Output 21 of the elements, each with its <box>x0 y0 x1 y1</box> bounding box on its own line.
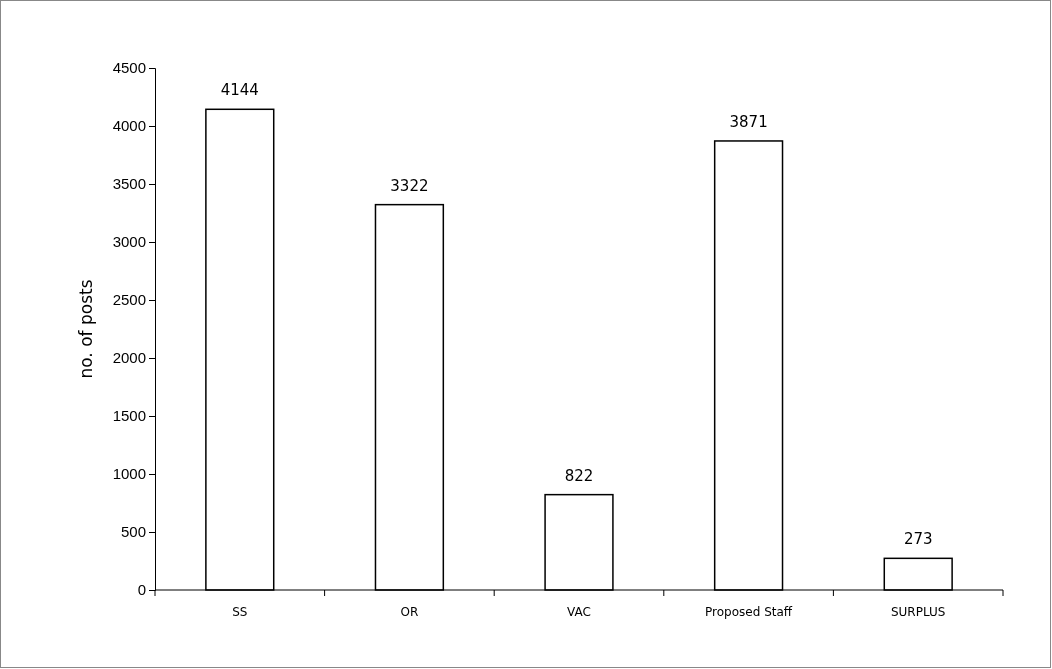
x-tick-label: SS <box>232 605 248 619</box>
x-tick-label: SURPLUS <box>890 605 946 619</box>
data-label: 4144 <box>220 81 259 100</box>
y-axis-title: no. of posts <box>76 279 96 379</box>
data-label: 822 <box>564 466 594 485</box>
y-tick-label: 0 <box>137 581 146 599</box>
y-tick-label: 500 <box>120 523 146 541</box>
y-tick-label: 3000 <box>112 233 146 251</box>
y-tick-label: 1500 <box>112 407 146 425</box>
y-tick-label: 3500 <box>112 175 146 193</box>
data-label: 3871 <box>729 112 768 131</box>
x-tick-label: VAC <box>567 605 591 619</box>
y-tick-label: 1000 <box>112 465 146 483</box>
data-label: 3322 <box>390 176 429 195</box>
y-tick-label: 4500 <box>112 59 146 77</box>
x-tick-label: OR <box>400 605 419 619</box>
y-tick-label: 4000 <box>112 117 146 135</box>
x-tick-label: Proposed Staff <box>705 605 793 619</box>
data-label: 273 <box>903 530 933 549</box>
y-tick-label: 2000 <box>112 349 146 367</box>
y-tick-label: 2500 <box>112 291 146 309</box>
